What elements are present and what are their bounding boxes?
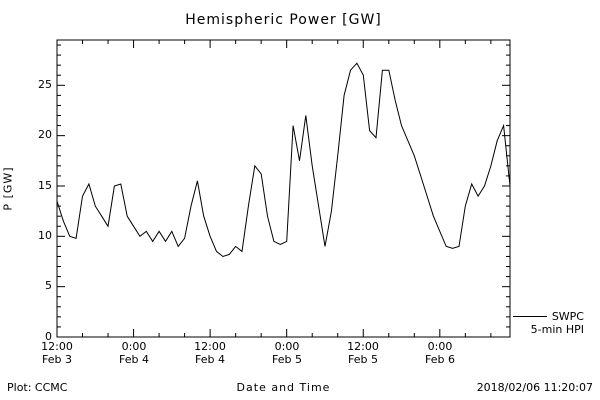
- y-tick-label: 5: [45, 279, 52, 292]
- x-tick-label: 0:00 Feb 5: [251, 340, 323, 366]
- x-tick-label: 12:00 Feb 3: [21, 340, 93, 366]
- x-tick-time: 12:00: [41, 340, 73, 353]
- x-tick-date: Feb 4: [195, 353, 225, 366]
- x-tick-time: 0:00: [121, 340, 147, 353]
- x-axis-label: Date and Time: [236, 381, 331, 394]
- x-tick-time: 12:00: [194, 340, 226, 353]
- legend-source-label: SWPC: [551, 310, 584, 323]
- x-tick-date: Feb 5: [272, 353, 302, 366]
- y-tick-label: 10: [38, 229, 52, 242]
- y-tick-label: 15: [38, 179, 52, 192]
- x-tick-label: 0:00 Feb 4: [98, 340, 170, 366]
- x-tick-date: Feb 3: [42, 353, 72, 366]
- plot-credit: Plot: CCMC: [7, 381, 68, 394]
- x-tick-date: Feb 6: [425, 353, 455, 366]
- y-tick-label: 25: [38, 78, 52, 91]
- chart-title: Hemispheric Power [GW]: [185, 12, 382, 28]
- legend-row: SWPC: [512, 310, 584, 323]
- y-tick-label: 20: [38, 128, 52, 141]
- legend: SWPC 5-min HPI: [512, 310, 584, 336]
- x-tick-time: 0:00: [427, 340, 453, 353]
- legend-series-label: 5-min HPI: [530, 323, 584, 336]
- x-tick-date: Feb 5: [348, 353, 378, 366]
- x-tick-date: Feb 4: [119, 353, 149, 366]
- x-tick-time: 12:00: [347, 340, 379, 353]
- x-tick-label: 0:00 Feb 6: [404, 340, 476, 366]
- plot-timestamp: 2018/02/06 11:20:07: [476, 381, 593, 394]
- legend-line-sample: [512, 316, 547, 317]
- x-tick-time: 0:00: [274, 340, 300, 353]
- y-tick-label: 0: [45, 330, 52, 343]
- x-tick-label: 12:00 Feb 5: [327, 340, 399, 366]
- x-tick-label: 12:00 Feb 4: [174, 340, 246, 366]
